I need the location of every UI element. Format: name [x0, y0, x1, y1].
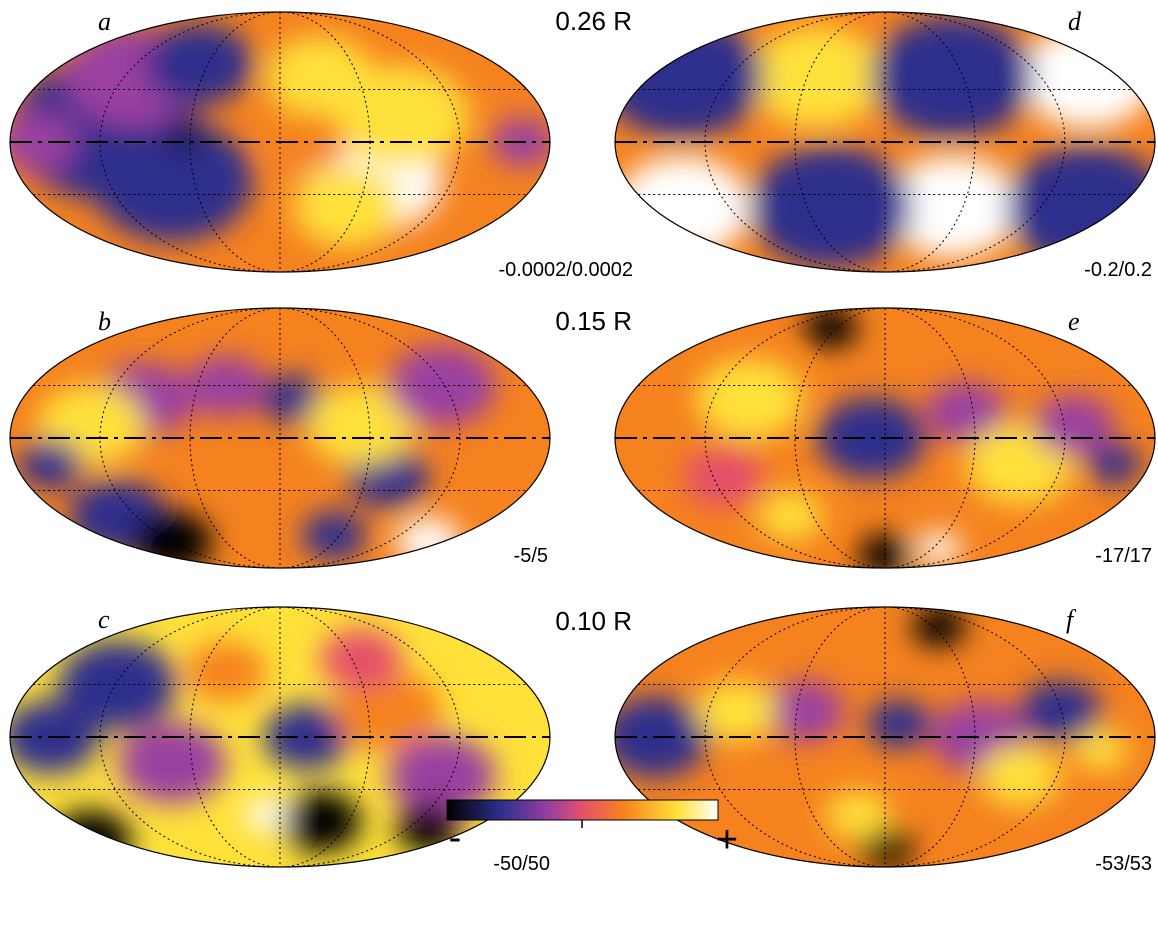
map-outline — [614, 11, 1156, 273]
map-blob — [169, 123, 202, 148]
map-blob — [912, 607, 966, 647]
range-label: -0.0002/0.0002 — [498, 259, 633, 281]
colorbar — [446, 799, 719, 821]
map-blob — [1020, 680, 1101, 742]
map-outline — [9, 606, 551, 868]
map-panel — [9, 11, 551, 273]
range-label: -0.2/0.2 — [1084, 259, 1152, 281]
map-blobs — [682, 308, 1142, 568]
map-field — [10, 607, 550, 867]
map-blob — [871, 16, 1034, 138]
map-blob — [185, 641, 267, 703]
map-blob — [18, 439, 83, 489]
map-outline — [9, 307, 551, 569]
map-blob — [58, 640, 178, 730]
map-blob — [885, 156, 1020, 258]
map-panel — [9, 606, 551, 868]
map-blob — [1087, 443, 1142, 485]
map-blob — [320, 628, 402, 690]
panel-letter: f — [1066, 605, 1077, 634]
range-label: -5/5 — [514, 545, 548, 567]
map-blob — [979, 745, 1061, 807]
map-panel — [614, 11, 1156, 273]
map-field — [10, 12, 550, 272]
map-blob — [261, 374, 326, 424]
radius-label: 0.26 R — [555, 6, 632, 36]
map-blobs — [10, 23, 550, 248]
map-blob — [280, 791, 361, 852]
map-blob — [825, 790, 891, 840]
map-blob — [388, 735, 496, 817]
map-blob — [244, 798, 289, 832]
panel-letter: b — [98, 307, 111, 336]
radius-label: 0.15 R — [555, 306, 632, 336]
map-blob — [10, 111, 78, 173]
colorbar-max-label: + — [716, 819, 738, 861]
map-blob — [293, 166, 402, 248]
map-blob — [396, 517, 461, 567]
map-outline — [614, 307, 1156, 569]
panel-letter: a — [98, 7, 111, 36]
map-blob — [1033, 394, 1115, 456]
map-outline — [614, 606, 1156, 868]
maps — [9, 11, 1156, 868]
map-field — [615, 308, 1155, 568]
map-blob — [615, 156, 750, 258]
map-panel — [614, 606, 1156, 868]
map-blob — [145, 23, 253, 105]
map-blob — [388, 345, 496, 427]
map-panel — [9, 307, 551, 569]
map-outline — [9, 11, 551, 273]
range-label: -53/53 — [1095, 853, 1152, 875]
map-field — [10, 308, 550, 568]
map-blob — [750, 26, 885, 128]
map-blob — [682, 446, 764, 508]
map-blob — [131, 511, 213, 568]
map-blob — [696, 358, 804, 440]
map-blob — [917, 532, 961, 565]
map-blob — [763, 680, 845, 742]
map-blob — [307, 384, 415, 466]
map-blob — [91, 120, 253, 242]
range-label: -50/50 — [493, 853, 550, 875]
map-blob — [301, 511, 367, 560]
map-blob — [118, 722, 226, 804]
map-blob — [866, 699, 931, 749]
radius-label: 0.10 R — [555, 606, 632, 636]
map-blob — [925, 381, 1007, 443]
map-blob — [334, 670, 442, 752]
map-blobs — [615, 607, 1128, 867]
map-blob — [1074, 729, 1128, 771]
panel-letter: d — [1068, 7, 1082, 36]
range-label: -17/17 — [1095, 545, 1152, 567]
map-blob — [1020, 26, 1155, 128]
panel-letter: e — [1068, 307, 1080, 336]
map-blob — [185, 355, 267, 417]
map-blob — [334, 65, 469, 167]
map-blob — [696, 680, 777, 742]
colorbar-min-label: - — [449, 817, 462, 859]
map-panel — [614, 307, 1156, 569]
map-blob — [750, 146, 912, 268]
panel-letter: c — [98, 605, 110, 634]
map-blob — [758, 491, 823, 541]
